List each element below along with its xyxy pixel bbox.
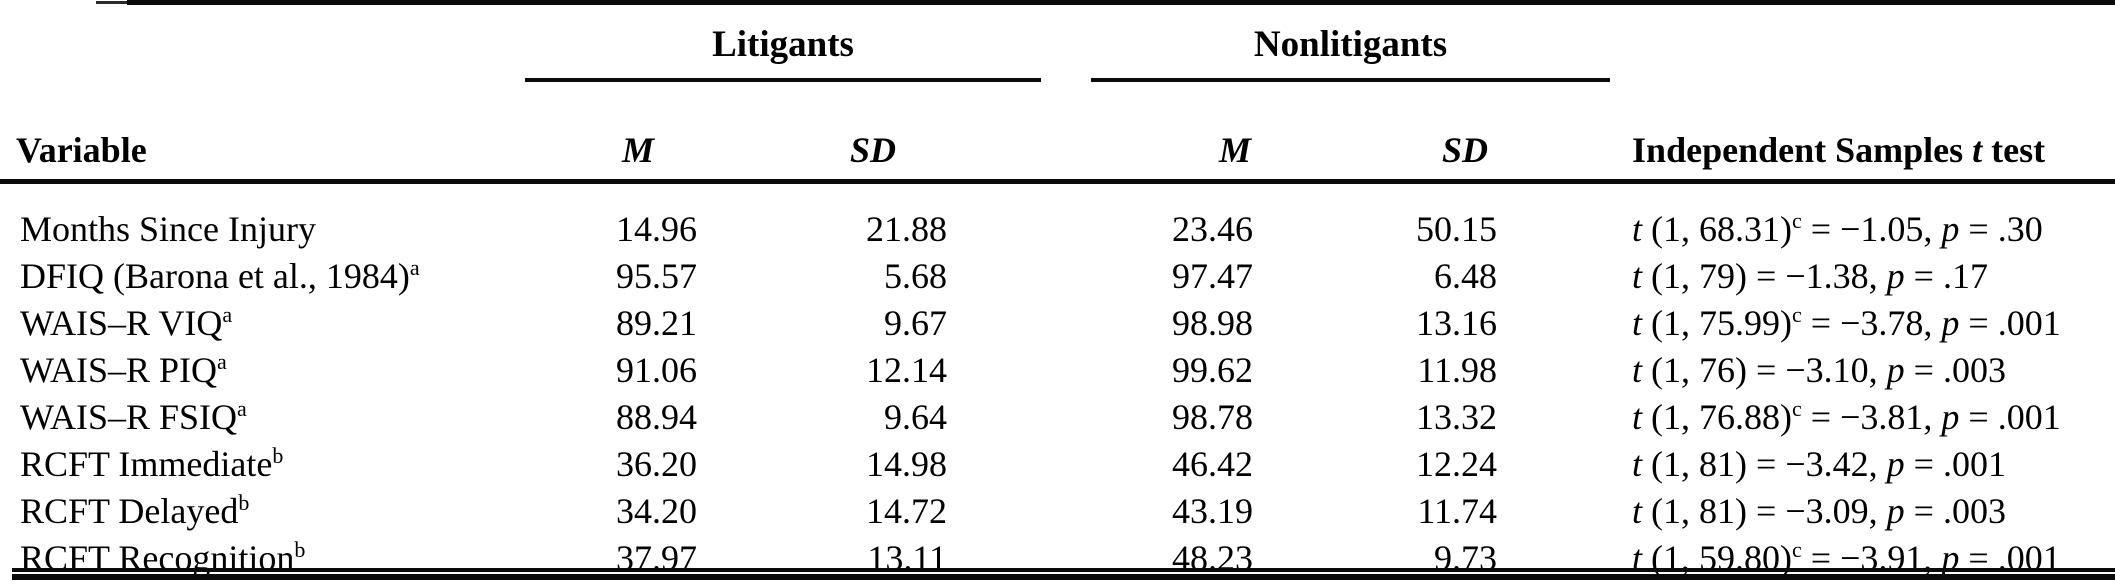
cell-nonlitigants-sd: 6.48 [1434, 255, 1498, 296]
ttest-superscript: c [1792, 395, 1802, 421]
cell-nonlitigants-mean: 99.62 [1172, 349, 1254, 390]
variable-superscript: a [409, 254, 420, 280]
cell-variable: RCFT Immediateb [20, 442, 284, 484]
group-label-nonlitigants: Nonlitigants [1091, 23, 1611, 82]
cell-nonlitigants-sd: 11.98 [1417, 349, 1498, 390]
ttest-header-text: test [1991, 130, 2046, 170]
ttest-superscript: c [1792, 301, 1802, 327]
cell-litigants-sd: 14.98 [866, 443, 948, 484]
cell-nonlitigants-sd: 12.24 [1416, 443, 1498, 484]
table-row: WAIS–R FSIQa 88.94 9.64 98.78 13.32 t (1… [0, 393, 2115, 440]
bottom-rule [12, 568, 2115, 580]
cell-litigants-mean: 88.94 [616, 396, 697, 437]
table-row: WAIS–R PIQa 91.06 12.14 99.62 11.98 t (1… [0, 346, 2115, 393]
ttest-header-text: Independent Samples [1632, 130, 1964, 170]
variable-superscript: a [237, 395, 247, 421]
table-row: RCFT Immediateb 36.20 14.98 46.42 12.24 … [0, 440, 2115, 487]
col-header-nonlitigants-mean: M [1045, 82, 1321, 184]
col-header-nonlitigants-sd: SD [1320, 82, 1611, 184]
group-header-nonlitigants: Nonlitigants [1045, 0, 1611, 82]
group-label-litigants: Litigants [525, 23, 1042, 82]
table-row: DFIQ (Barona et al., 1984)a 95.57 5.68 9… [0, 252, 2115, 299]
cell-ttest: t (1, 81) = −3.09, p = .003 [1632, 490, 2006, 531]
cell-variable: RCFT Delayedb [20, 489, 250, 531]
ttest-superscript: c [1792, 536, 1802, 562]
cell-ttest: t (1, 79) = −1.38, p = .17 [1632, 255, 1988, 296]
cell-nonlitigants-mean: 97.47 [1172, 255, 1254, 296]
top-rule [127, 0, 2115, 5]
cell-nonlitigants-mean: 98.98 [1172, 302, 1254, 343]
cell-ttest: t (1, 68.31)c = −1.05, p = .30 [1632, 207, 2043, 249]
cell-nonlitigants-sd: 11.74 [1417, 490, 1498, 531]
cell-variable: WAIS–R PIQa [20, 348, 227, 390]
cell-litigants-sd: 14.72 [866, 490, 948, 531]
col-header-ttest: Independent Samples t test [1610, 82, 2115, 184]
cell-nonlitigants-sd: 13.32 [1416, 396, 1498, 437]
cell-litigants-sd: 12.14 [866, 349, 948, 390]
cell-variable: WAIS–R VIQa [20, 301, 233, 343]
cell-nonlitigants-mean: 46.42 [1172, 443, 1254, 484]
cell-variable: Months Since Injury [20, 208, 316, 249]
variable-superscript: b [294, 536, 306, 562]
cell-ttest: t (1, 75.99)c = −3.78, p = .001 [1632, 301, 2061, 343]
t-symbol: t [1972, 130, 1983, 170]
cell-litigants-mean: 91.06 [616, 349, 697, 390]
cell-litigants-sd: 5.68 [884, 255, 948, 296]
column-group-row: Litigants Nonlitigants [0, 0, 2115, 82]
cell-litigants-mean: 36.20 [616, 443, 697, 484]
cell-litigants-mean: 14.96 [616, 208, 697, 249]
group-header-litigants: Litigants [525, 0, 1045, 82]
table-row: Months Since Injury 14.96 21.88 23.46 50… [0, 182, 2115, 253]
ttest-superscript: c [1792, 207, 1802, 233]
cell-ttest: t (1, 81) = −3.42, p = .001 [1632, 443, 2006, 484]
variable-superscript: b [272, 442, 284, 468]
cell-litigants-sd: 21.88 [866, 208, 948, 249]
table-row: RCFT Delayedb 34.20 14.72 43.19 11.74 t … [0, 487, 2115, 534]
cell-litigants-mean: 89.21 [616, 302, 697, 343]
variable-superscript: b [238, 489, 250, 515]
col-header-litigants-sd: SD [760, 82, 1046, 184]
spacer-cell [1610, 0, 2115, 82]
cell-ttest: t (1, 76.88)c = −3.81, p = .001 [1632, 395, 2061, 437]
cell-nonlitigants-sd: 13.16 [1416, 302, 1498, 343]
cell-variable: WAIS–R FSIQa [20, 395, 247, 437]
cell-litigants-sd: 9.67 [884, 302, 948, 343]
cell-nonlitigants-mean: 98.78 [1172, 396, 1254, 437]
cell-ttest: t (1, 76) = −3.10, p = .003 [1632, 349, 2006, 390]
cell-litigants-sd: 9.64 [884, 396, 948, 437]
column-header-row: Variable M SD M SD Independent Samples t… [0, 82, 2115, 184]
cell-nonlitigants-sd: 50.15 [1416, 208, 1498, 249]
cell-litigants-mean: 34.20 [616, 490, 697, 531]
table-row: WAIS–R VIQa 89.21 9.67 98.98 13.16 t (1,… [0, 299, 2115, 346]
variable-superscript: a [217, 348, 227, 374]
col-header-litigants-mean: M [525, 82, 760, 184]
cell-variable: DFIQ (Barona et al., 1984)a [20, 254, 420, 296]
spacer-cell [0, 0, 525, 82]
top-rule-fragment [96, 1, 132, 4]
cell-nonlitigants-mean: 43.19 [1172, 490, 1254, 531]
variable-superscript: a [222, 301, 233, 327]
cell-litigants-mean: 95.57 [616, 255, 697, 296]
cell-nonlitigants-mean: 23.46 [1172, 208, 1254, 249]
col-header-variable: Variable [0, 82, 525, 184]
